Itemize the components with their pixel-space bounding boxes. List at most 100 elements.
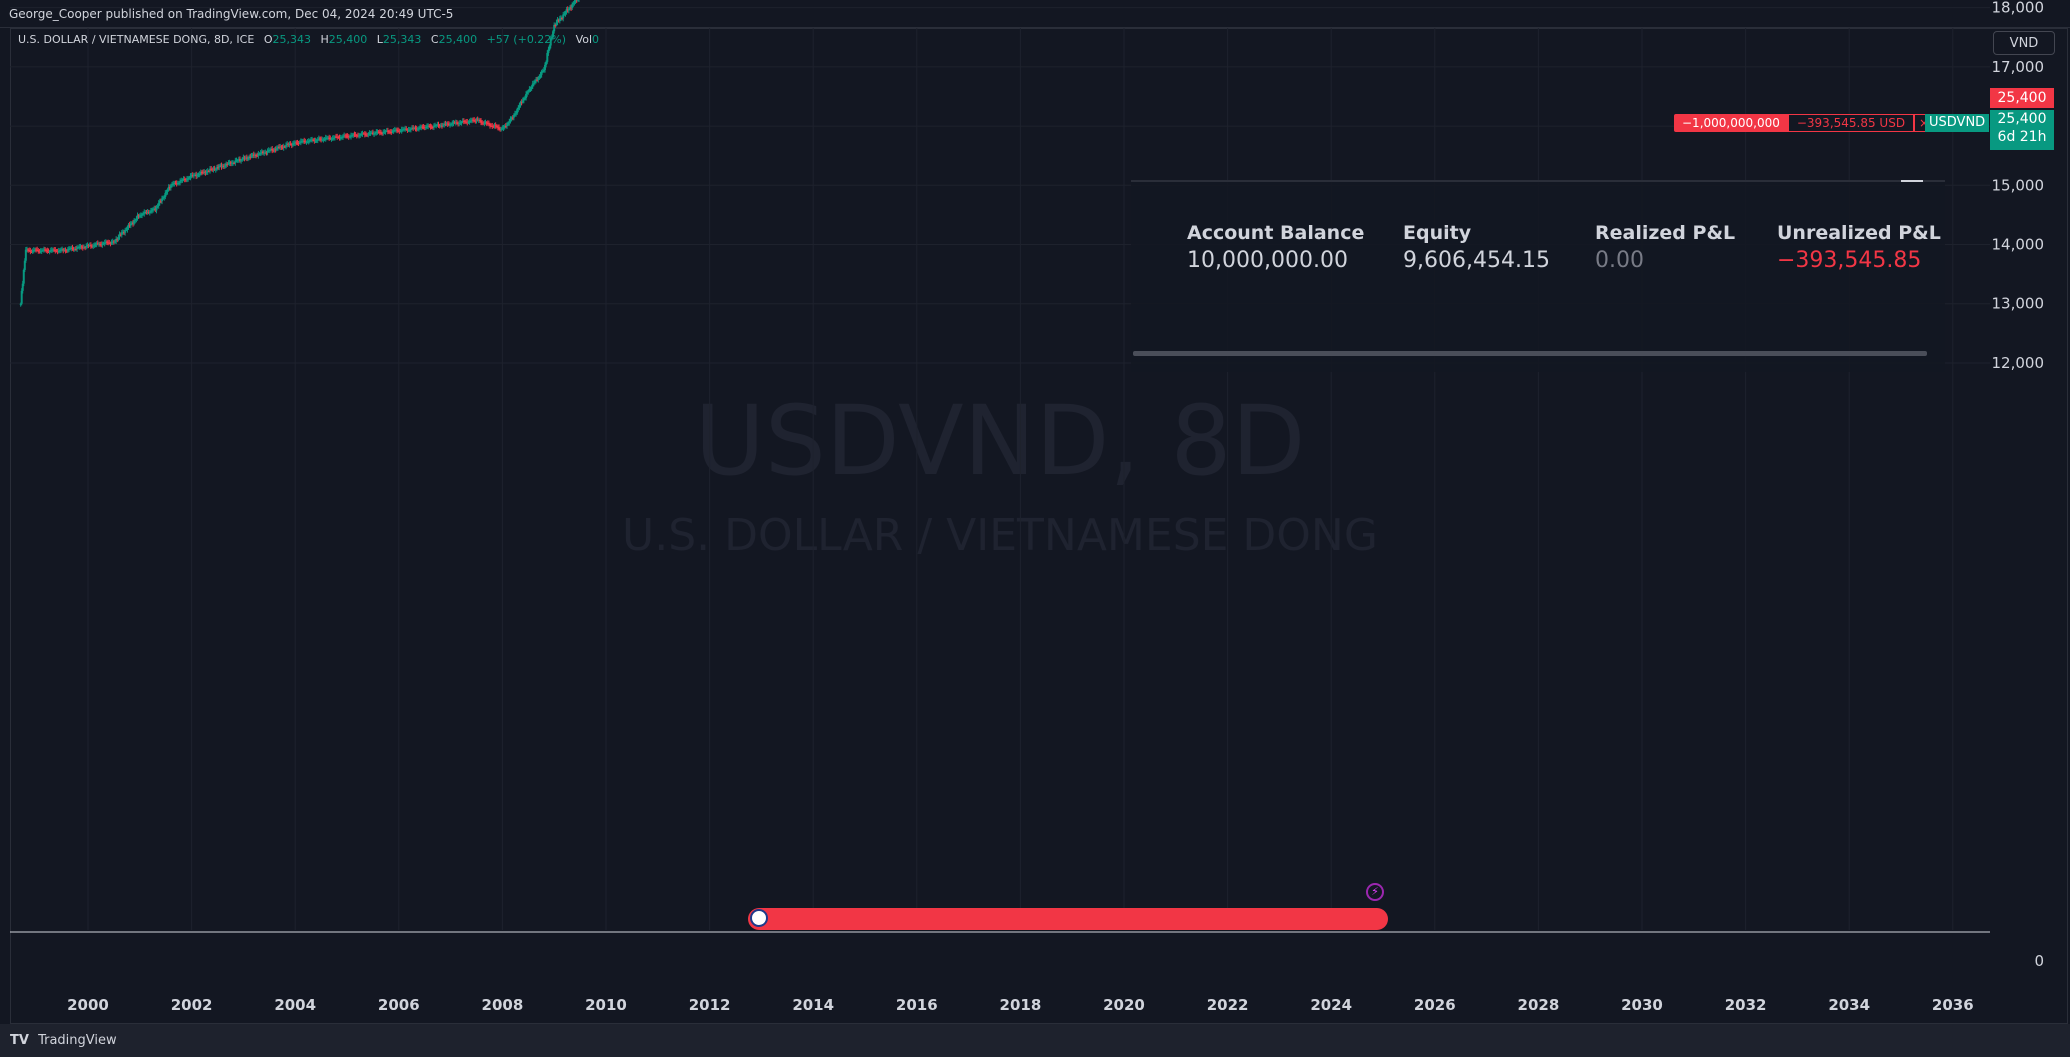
candle-body [536, 79, 539, 81]
candle-body [103, 242, 106, 244]
candle-body [24, 249, 27, 261]
publish-info: George_Cooper published on TradingView.c… [9, 7, 454, 21]
bar-countdown: 6d 21h [1997, 129, 2047, 145]
candle-body [70, 247, 73, 249]
candle-body [556, 19, 559, 23]
candle-body [172, 183, 175, 185]
x-tick-label: 2020 [1103, 996, 1145, 1014]
candle-body [248, 156, 251, 159]
candle-body [431, 126, 434, 128]
candle-body [563, 13, 566, 15]
candle-body [132, 222, 135, 224]
candle-body [373, 133, 376, 135]
candle-body [121, 232, 124, 234]
candle-body [411, 127, 414, 129]
candle-body [495, 125, 498, 127]
x-tick-label: 2028 [1518, 996, 1560, 1014]
candle-body [88, 245, 91, 247]
candle-body [148, 211, 151, 213]
candle-body [127, 224, 130, 228]
candle-body [176, 182, 179, 184]
candle-body [105, 241, 108, 243]
candle-body [181, 179, 184, 181]
candle-body [236, 160, 239, 162]
candle-body [38, 250, 41, 252]
candle-body [158, 200, 161, 204]
account-summary-panel[interactable]: Account Balance 10,000,000.00 Equity 9,6… [1131, 180, 1945, 372]
candle-body [559, 17, 562, 19]
position-line[interactable]: −1,000,000,000 −393,545.85 USD × [1674, 114, 1935, 132]
candle-body [542, 69, 545, 72]
candle-body [566, 9, 569, 11]
candle-body [198, 174, 201, 176]
candle-body [332, 137, 335, 139]
candle-body [104, 241, 107, 243]
candle-body [537, 77, 540, 80]
candle-body [467, 121, 470, 123]
candle-body [535, 79, 538, 81]
x-tick-label: 2012 [689, 996, 731, 1014]
position-quantity[interactable]: −1,000,000,000 [1674, 114, 1788, 132]
tradingview-logo-icon: TV [10, 1033, 29, 1048]
lightning-icon[interactable]: ⚡ [1366, 883, 1384, 901]
candle-body [108, 242, 111, 244]
candle-body [328, 137, 331, 139]
candle-body [368, 133, 371, 135]
candle-body [393, 129, 396, 131]
candle-body [324, 137, 327, 139]
candle-body [476, 119, 479, 121]
candle-body [65, 250, 68, 252]
footer-brand: TradingView [38, 1033, 117, 1048]
candle-body [118, 234, 121, 237]
candle-body [76, 247, 79, 250]
candle-body [249, 156, 252, 158]
candle-body [92, 245, 95, 247]
x-tick-label: 2014 [792, 996, 834, 1014]
candle-body [238, 159, 241, 161]
candle-body [515, 113, 518, 115]
candle-body [419, 127, 422, 129]
us-flag-icon[interactable] [750, 909, 768, 927]
position-pnl: −393,545.85 USD [1787, 114, 1915, 132]
economic-events-bar[interactable] [748, 908, 1388, 930]
panel-scrollbar[interactable] [1133, 351, 1927, 356]
candle-body [222, 165, 225, 167]
candle-body [281, 147, 284, 149]
candle-body [478, 119, 481, 121]
candle-body [355, 135, 358, 137]
candle-body [430, 126, 433, 128]
candle-body [472, 119, 475, 121]
candle-body [42, 249, 45, 251]
candle-body [494, 125, 497, 127]
candle-body [102, 243, 105, 245]
candle-body [280, 146, 283, 148]
candle-body [156, 206, 159, 208]
candle-body [354, 134, 357, 136]
chart-frame[interactable] [10, 28, 2068, 1024]
low-value: 25,343 [382, 33, 422, 46]
candle-body [57, 250, 60, 252]
candle-body [572, 2, 575, 5]
candle-body [406, 129, 409, 131]
candle-body [449, 124, 452, 126]
candle-body [491, 125, 494, 127]
candle-body [316, 139, 319, 141]
candle-body [540, 71, 543, 75]
candle-body [317, 138, 320, 140]
candle-body [321, 139, 324, 141]
candle-body [516, 109, 519, 114]
minimize-icon[interactable] [1901, 180, 1923, 182]
currency-button[interactable]: VND [1993, 31, 2055, 55]
candle-body [413, 127, 416, 129]
candle-body [453, 122, 456, 124]
candle-body [458, 123, 461, 125]
candle-body [443, 123, 446, 125]
candle-body [525, 94, 528, 99]
time-axis: 2000 2002 2004 2006 2008 2010 2012 2014 2016 2018… [67, 996, 1974, 1014]
candle-body [252, 154, 255, 156]
candle-body [94, 244, 97, 246]
candle-body [62, 249, 65, 251]
candle-body [487, 123, 490, 125]
candle-body [457, 122, 460, 124]
